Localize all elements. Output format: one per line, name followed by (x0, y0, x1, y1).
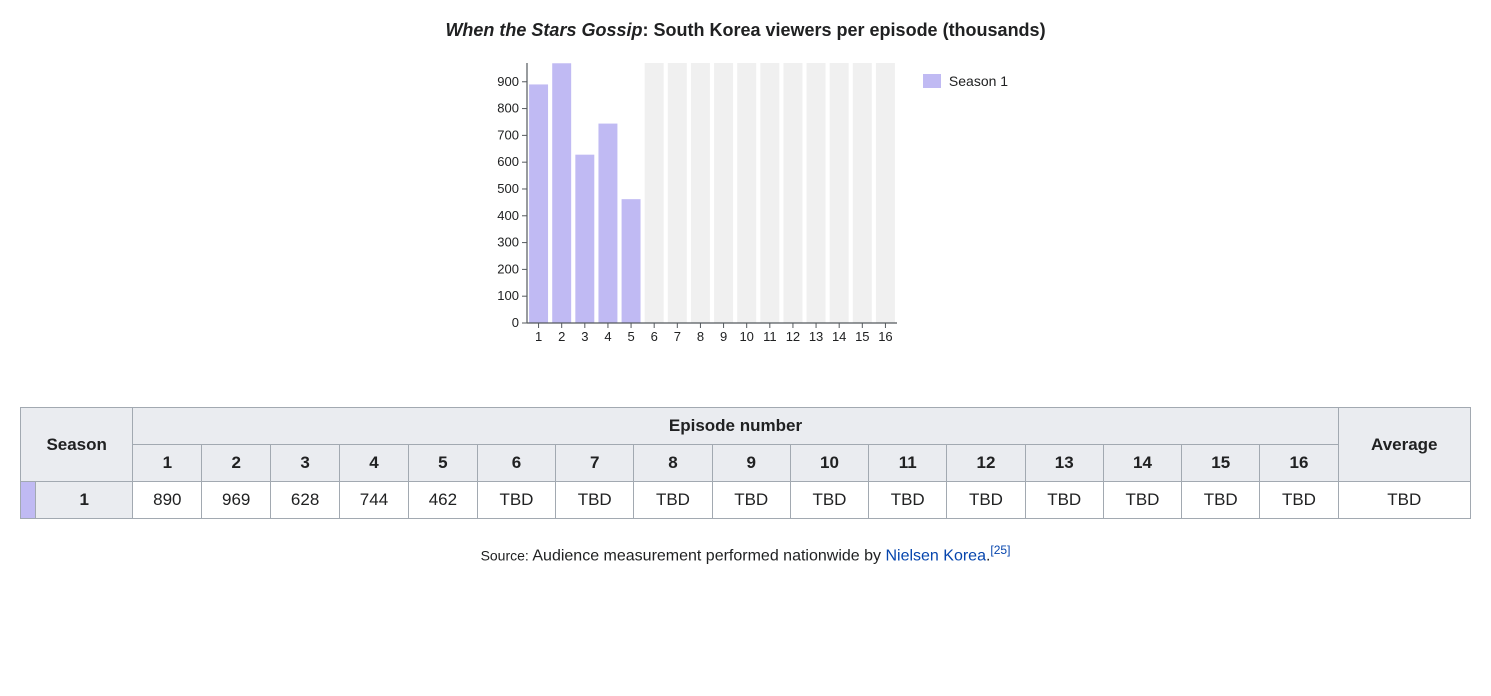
source-citation[interactable]: [25] (990, 543, 1010, 557)
page-container: When the Stars Gossip: South Korea viewe… (20, 20, 1471, 565)
svg-text:3: 3 (581, 329, 588, 344)
svg-text:2: 2 (558, 329, 565, 344)
bar-chart: 0100200300400500600700800900123456789101… (483, 53, 903, 347)
svg-text:8: 8 (697, 329, 704, 344)
ratings-cell: TBD (790, 482, 868, 519)
chart-legend: Season 1 (923, 73, 1008, 89)
bar-placeholder (853, 63, 872, 323)
chart-area: 0100200300400500600700800900123456789101… (483, 53, 903, 347)
svg-text:600: 600 (497, 154, 519, 169)
svg-text:13: 13 (809, 329, 823, 344)
bar (529, 84, 548, 323)
svg-text:5: 5 (627, 329, 634, 344)
th-episode: 11 (869, 445, 947, 482)
svg-text:11: 11 (763, 329, 777, 344)
th-episode: 9 (712, 445, 790, 482)
ratings-cell: 890 (133, 482, 202, 519)
bar (552, 63, 571, 323)
chart-title-italic: When the Stars Gossip (445, 20, 642, 40)
bar (598, 124, 617, 323)
svg-text:6: 6 (650, 329, 657, 344)
ratings-cell: TBD (1103, 482, 1181, 519)
bar-placeholder (737, 63, 756, 323)
ratings-cell: TBD (869, 482, 947, 519)
season-label-cell: 1 (36, 482, 133, 519)
ratings-cell: TBD (634, 482, 712, 519)
bar-placeholder (714, 63, 733, 323)
th-average: Average (1338, 408, 1470, 482)
svg-text:15: 15 (855, 329, 869, 344)
citation-link[interactable]: [25] (990, 543, 1010, 557)
chart-title: When the Stars Gossip: South Korea viewe… (20, 20, 1471, 41)
chart-title-rest: : South Korea viewers per episode (thous… (642, 20, 1045, 40)
svg-text:900: 900 (497, 74, 519, 89)
ratings-cell: TBD (556, 482, 634, 519)
legend-swatch (923, 74, 941, 88)
ratings-table: SeasonEpisode numberAverage1234567891011… (20, 407, 1471, 519)
ratings-cell: TBD (947, 482, 1025, 519)
svg-text:7: 7 (674, 329, 681, 344)
ratings-cell: TBD (477, 482, 555, 519)
legend-label: Season 1 (949, 73, 1008, 89)
ratings-cell: TBD (1025, 482, 1103, 519)
svg-text:0: 0 (512, 315, 519, 330)
th-episode: 3 (271, 445, 340, 482)
svg-text:9: 9 (720, 329, 727, 344)
bar (621, 199, 640, 323)
bar-placeholder (645, 63, 664, 323)
bar-placeholder (668, 63, 687, 323)
th-episode: 5 (408, 445, 477, 482)
season-color-cell (21, 482, 36, 519)
svg-text:800: 800 (497, 101, 519, 116)
bar-placeholder (830, 63, 849, 323)
ratings-cell: 628 (271, 482, 340, 519)
th-episode: 7 (556, 445, 634, 482)
th-episode-group: Episode number (133, 408, 1338, 445)
bar-placeholder (783, 63, 802, 323)
th-episode: 12 (947, 445, 1025, 482)
ratings-cell: 462 (408, 482, 477, 519)
th-episode: 1 (133, 445, 202, 482)
th-episode: 4 (340, 445, 409, 482)
bar-placeholder (691, 63, 710, 323)
svg-text:1: 1 (535, 329, 542, 344)
svg-text:300: 300 (497, 235, 519, 250)
th-episode: 8 (634, 445, 712, 482)
svg-text:16: 16 (878, 329, 892, 344)
bar-placeholder (760, 63, 779, 323)
th-episode: 15 (1182, 445, 1260, 482)
svg-text:12: 12 (786, 329, 800, 344)
ratings-cell: TBD (1182, 482, 1260, 519)
ratings-cell: TBD (712, 482, 790, 519)
svg-text:4: 4 (604, 329, 611, 344)
svg-text:14: 14 (832, 329, 846, 344)
svg-text:10: 10 (739, 329, 753, 344)
th-season: Season (21, 408, 133, 482)
source-label: Source: (481, 547, 529, 563)
svg-text:100: 100 (497, 288, 519, 303)
ratings-cell: 969 (202, 482, 271, 519)
source-link[interactable]: Nielsen Korea (885, 547, 986, 564)
th-episode: 14 (1103, 445, 1181, 482)
bar-placeholder (806, 63, 825, 323)
chart-wrap: 0100200300400500600700800900123456789101… (20, 53, 1471, 347)
bar-placeholder (876, 63, 895, 323)
th-episode: 6 (477, 445, 555, 482)
bar (575, 155, 594, 323)
source-text-before: Audience measurement performed nationwid… (529, 547, 886, 564)
svg-text:200: 200 (497, 261, 519, 276)
average-cell: TBD (1338, 482, 1470, 519)
th-episode: 10 (790, 445, 868, 482)
ratings-cell: TBD (1260, 482, 1338, 519)
svg-text:500: 500 (497, 181, 519, 196)
th-episode: 13 (1025, 445, 1103, 482)
svg-text:700: 700 (497, 127, 519, 142)
table-row: 1890969628744462TBDTBDTBDTBDTBDTBDTBDTBD… (21, 482, 1471, 519)
th-episode: 2 (202, 445, 271, 482)
ratings-cell: 744 (340, 482, 409, 519)
svg-text:400: 400 (497, 208, 519, 223)
th-episode: 16 (1260, 445, 1338, 482)
source-line: Source: Audience measurement performed n… (20, 543, 1471, 565)
